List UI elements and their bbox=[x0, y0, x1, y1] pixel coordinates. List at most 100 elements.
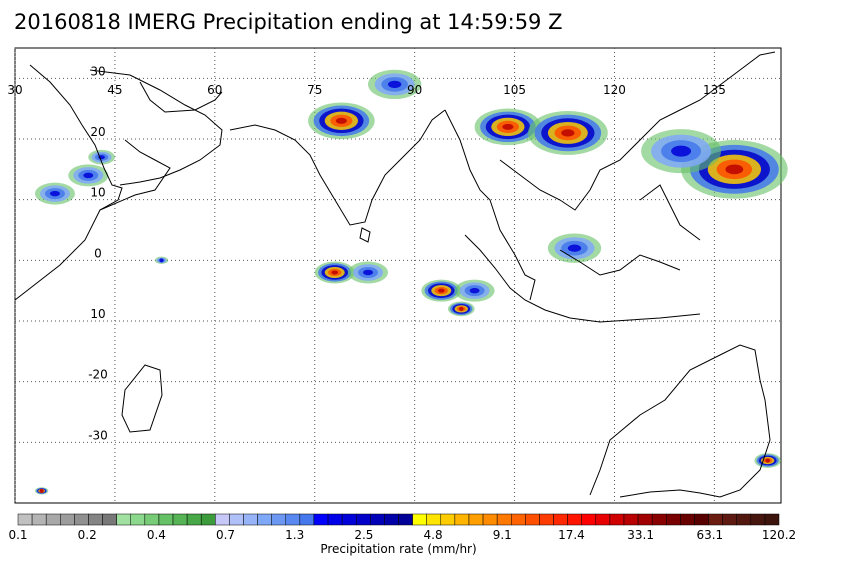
colorbar-swatch bbox=[482, 513, 498, 526]
colorbar-swatch bbox=[88, 513, 103, 526]
colorbar-swatch bbox=[60, 513, 75, 526]
colorbar-swatch bbox=[623, 513, 639, 526]
colorbar bbox=[17, 513, 780, 526]
precipitation-cell bbox=[308, 102, 375, 140]
colorbar-swatch bbox=[750, 513, 766, 526]
precipitation-cell bbox=[547, 233, 602, 263]
colorbar-swatch bbox=[764, 513, 780, 526]
colorbar-swatch bbox=[158, 513, 174, 526]
colorbar-swatch bbox=[440, 513, 456, 526]
precipitation-cell bbox=[368, 69, 422, 100]
colorbar-tick-label: 17.4 bbox=[558, 528, 585, 542]
precipitation-cell bbox=[641, 129, 722, 174]
map-title: 20160818 IMERG Precipitation ending at 1… bbox=[14, 10, 563, 34]
colorbar-swatch bbox=[651, 513, 667, 526]
longitude-label: 75 bbox=[307, 83, 322, 97]
colorbar-swatch bbox=[384, 513, 399, 526]
colorbar-swatch bbox=[243, 513, 258, 526]
colorbar-swatch bbox=[708, 513, 723, 526]
colorbar-swatch bbox=[74, 513, 89, 526]
colorbar-swatch bbox=[398, 513, 413, 526]
colorbar-swatch bbox=[229, 513, 244, 526]
colorbar-swatch bbox=[553, 513, 568, 526]
colorbar-tick-label: 0.1 bbox=[8, 528, 28, 542]
colorbar-swatch bbox=[426, 513, 442, 526]
colorbar-swatch bbox=[680, 513, 695, 526]
latitude-label: -30 bbox=[88, 428, 108, 442]
colorbar-swatch bbox=[31, 513, 47, 526]
colorbar-swatch bbox=[468, 513, 484, 526]
colorbar-swatch bbox=[186, 513, 202, 526]
colorbar-swatch bbox=[510, 513, 526, 526]
latitude-label: 10 bbox=[90, 186, 105, 200]
colorbar-swatch bbox=[539, 513, 554, 526]
precipitation-cell bbox=[68, 164, 109, 187]
colorbar-tick-label: 0.7 bbox=[215, 528, 236, 542]
colorbar-swatch bbox=[595, 513, 611, 526]
colorbar-swatch bbox=[736, 513, 752, 526]
precipitation-cell bbox=[314, 261, 355, 284]
colorbar-swatch bbox=[45, 513, 61, 526]
colorbar-swatch bbox=[116, 513, 131, 526]
precipitation-cell bbox=[754, 453, 782, 468]
precipitation-cell bbox=[527, 110, 608, 155]
precipitation-cell bbox=[447, 301, 475, 317]
colorbar-swatch bbox=[454, 513, 470, 526]
colorbar-swatch bbox=[609, 513, 625, 526]
colorbar-tick-label: 120.2 bbox=[761, 528, 797, 542]
longitude-label: 30 bbox=[7, 83, 22, 97]
colorbar-tick-label: 0.4 bbox=[146, 528, 166, 542]
longitude-label: 90 bbox=[407, 83, 422, 97]
precipitation-cell bbox=[34, 487, 49, 495]
precipitation-field bbox=[34, 69, 788, 495]
latitude-label: -20 bbox=[88, 368, 108, 382]
precipitation-cell bbox=[421, 279, 462, 302]
precipitation-cell bbox=[348, 261, 389, 284]
colorbar-swatch bbox=[200, 513, 216, 526]
longitude-label: 135 bbox=[703, 83, 726, 97]
latitude-label: 30 bbox=[90, 64, 105, 78]
colorbar-swatch bbox=[17, 513, 33, 526]
colorbar-swatch bbox=[370, 513, 385, 526]
precipitation-cell bbox=[34, 182, 75, 205]
colorbar-swatch bbox=[172, 513, 188, 526]
colorbar-swatch bbox=[666, 513, 681, 526]
longitude-label: 120 bbox=[603, 83, 626, 97]
longitude-label: 105 bbox=[503, 83, 526, 97]
latitude-label: 20 bbox=[90, 125, 105, 139]
colorbar-swatch bbox=[144, 513, 160, 526]
coastlines bbox=[14, 51, 776, 498]
precipitation-cell bbox=[154, 256, 169, 264]
colorbar-swatch bbox=[496, 513, 512, 526]
colorbar-swatch bbox=[130, 513, 146, 526]
precipitation-cell bbox=[88, 149, 115, 165]
colorbar-swatch bbox=[722, 513, 737, 526]
colorbar-swatch bbox=[341, 513, 357, 526]
colorbar-swatch bbox=[355, 513, 371, 526]
colorbar-swatch bbox=[327, 513, 343, 526]
colorbar-swatch bbox=[257, 513, 272, 526]
colorbar-title: Precipitation rate (mm/hr) bbox=[320, 542, 477, 556]
latitude-label: 0 bbox=[94, 246, 102, 260]
colorbar-swatch bbox=[215, 513, 230, 526]
precipitation-cell bbox=[474, 108, 542, 146]
colorbar-swatch bbox=[271, 513, 287, 526]
precipitation-cell bbox=[454, 279, 495, 302]
colorbar-tick-label: 63.1 bbox=[696, 528, 724, 542]
longitude-label: 60 bbox=[207, 83, 222, 97]
colorbar-swatch bbox=[525, 513, 540, 526]
latitude-label: 10 bbox=[90, 307, 105, 321]
colorbar-swatch bbox=[102, 513, 117, 526]
colorbar-swatch bbox=[694, 513, 709, 526]
longitude-label: 45 bbox=[107, 83, 122, 97]
colorbar-swatch bbox=[581, 513, 597, 526]
colorbar-swatch bbox=[299, 513, 315, 526]
colorbar-tick-label: 2.5 bbox=[354, 528, 374, 542]
colorbar-swatch bbox=[285, 513, 301, 526]
colorbar-tick-label: 33.1 bbox=[627, 528, 654, 542]
colorbar-swatch bbox=[313, 513, 329, 526]
colorbar-tick-label: 0.2 bbox=[77, 528, 97, 542]
colorbar-swatch bbox=[412, 513, 427, 526]
